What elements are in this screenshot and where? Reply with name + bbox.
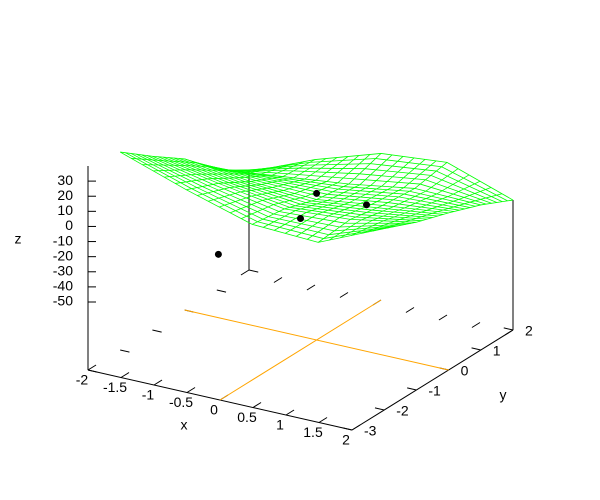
mesh-line xyxy=(284,157,415,234)
y-tick xyxy=(407,387,417,391)
x-tick-label: 1 xyxy=(276,417,284,433)
z-tick-label: 30 xyxy=(57,172,73,188)
y-zero-axis xyxy=(184,309,449,371)
surface-column xyxy=(186,159,316,191)
x-tick-label: 0 xyxy=(210,402,218,418)
mesh-line xyxy=(241,154,371,219)
mesh-line xyxy=(142,164,272,172)
mesh-line xyxy=(175,161,305,184)
surface-column xyxy=(252,153,382,225)
x-tick-mirror xyxy=(306,284,316,291)
mesh-line xyxy=(164,163,294,178)
y-axis-label: y xyxy=(500,387,507,403)
mesh-line xyxy=(295,159,426,237)
x-tick xyxy=(120,372,130,378)
z-tick-label: -50 xyxy=(53,293,73,309)
y-axis-line xyxy=(351,329,514,431)
y-tick xyxy=(374,407,385,411)
data-point xyxy=(297,215,304,223)
y-tick-label: 2 xyxy=(525,323,533,339)
y-tick xyxy=(342,427,353,431)
z-tick-label: -30 xyxy=(53,262,73,278)
y-tick-mirror xyxy=(216,289,227,293)
mesh-line xyxy=(306,160,437,240)
y-tick-mirror xyxy=(152,329,162,333)
z-tick-label: -20 xyxy=(53,247,73,263)
x-tick-label: 0.5 xyxy=(237,409,257,425)
x-tick-label: -1 xyxy=(142,387,155,403)
mesh-line xyxy=(131,157,261,171)
x-tick-mirror xyxy=(438,314,448,321)
mesh-line xyxy=(362,187,492,234)
mesh-line xyxy=(373,193,503,232)
x-tick-mirror xyxy=(471,322,481,328)
x-tick xyxy=(351,424,361,431)
mesh-line xyxy=(230,155,360,214)
surface-column xyxy=(317,162,448,243)
z-tick-label: -10 xyxy=(53,232,73,248)
y-tick-mirror xyxy=(248,269,259,273)
x-tick-label: 1.5 xyxy=(303,424,323,440)
mesh-line xyxy=(263,154,393,228)
y-tick-label: -2 xyxy=(396,403,409,419)
x-tick-mirror xyxy=(240,269,250,276)
y-tick-label: 1 xyxy=(493,343,501,359)
mesh-line xyxy=(274,156,404,231)
z-tick-label: 0 xyxy=(65,217,73,233)
x-tick-mirror xyxy=(339,292,349,298)
y-tick xyxy=(471,347,481,351)
z-axis-label: z xyxy=(15,231,22,247)
x-tick xyxy=(252,402,262,408)
y-tick-label: -3 xyxy=(364,423,377,439)
mesh-line xyxy=(219,156,349,208)
data-point xyxy=(214,250,222,258)
z-tick-label: 10 xyxy=(57,202,73,218)
x-tick-label: -1.5 xyxy=(103,379,127,395)
mesh-line xyxy=(340,174,470,239)
x-tick-label: -2 xyxy=(76,372,89,388)
y-tick-mirror xyxy=(87,369,98,373)
mesh-line xyxy=(351,180,481,236)
surface-column xyxy=(384,199,514,230)
y-tick xyxy=(503,327,514,331)
x-tick xyxy=(153,379,163,386)
z-tick-label: -40 xyxy=(53,278,73,294)
y-tick-label: -1 xyxy=(428,383,441,399)
x-tick-mirror xyxy=(273,277,283,283)
x-zero-axis xyxy=(219,299,382,401)
mesh-line xyxy=(197,158,327,196)
x-tick xyxy=(186,387,196,393)
mesh-line xyxy=(208,157,338,202)
y-tick-label: 0 xyxy=(461,363,469,379)
mesh-line xyxy=(153,165,283,174)
x-tick xyxy=(285,409,295,416)
x-tick-label: 2 xyxy=(342,432,350,448)
mesh-line xyxy=(328,168,459,241)
data-point xyxy=(313,189,321,197)
x-tick-mirror xyxy=(504,329,514,336)
z-tick-label: 20 xyxy=(57,187,73,203)
x-tick xyxy=(87,364,97,371)
x-tick xyxy=(318,417,328,423)
x-tick-mirror xyxy=(405,307,415,313)
y-tick-mirror xyxy=(120,349,130,353)
x-tick-label: -0.5 xyxy=(169,394,193,410)
x-axis-label: x xyxy=(181,417,188,433)
data-point xyxy=(363,201,370,209)
